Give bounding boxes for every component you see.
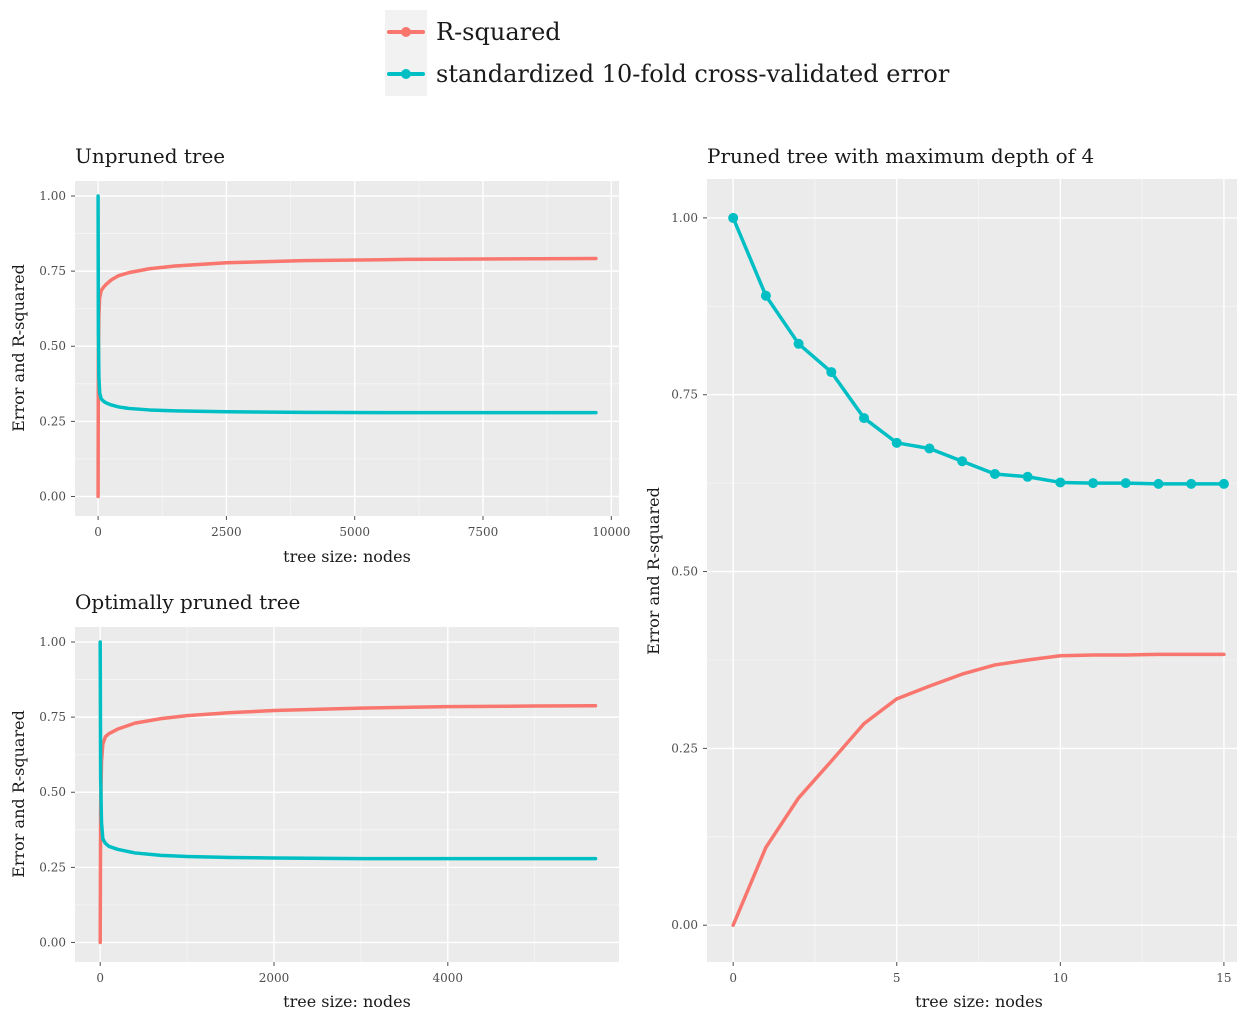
legend-entry-cv-error: standardized 10-fold cross-validated err… <box>387 60 950 88</box>
series-depth-4 <box>728 212 1229 927</box>
data-point-cv-error <box>989 468 1000 479</box>
panel-optimally-pruned-tree: Optimally pruned tree 0 2000 40000.000.250… <box>9 590 619 1009</box>
legend-label-r-squared: R-squared <box>436 18 561 46</box>
x-tick-label: 2500 <box>211 525 242 539</box>
y-tick-label: 0.00 <box>671 918 698 932</box>
data-point-cv-error <box>1088 478 1099 489</box>
y-tick-label: 0.25 <box>671 741 698 755</box>
x-tick-label: 4000 <box>433 971 464 985</box>
x-axis-title-optimally-pruned: tree size: nodes <box>283 992 411 1009</box>
series-line-cv-error <box>96 194 598 415</box>
y-axis-title-depth-4: Error and R-squared <box>644 487 663 655</box>
plot-background-optimally-pruned <box>75 627 619 962</box>
legend-key-dot-r-squared <box>401 27 411 37</box>
y-tick-label: 1.00 <box>39 635 66 649</box>
y-tick-label: 1.00 <box>39 189 66 203</box>
y-tick-label: 0.00 <box>39 489 66 503</box>
panel-depth-4-tree: Pruned tree with maximum depth of 4 0 5 10… <box>644 144 1237 1009</box>
y-tick-label: 0.25 <box>39 860 66 874</box>
y-tick-label: 0.50 <box>39 339 66 353</box>
legend-label-cv-error: standardized 10-fold cross-validated err… <box>436 60 950 88</box>
data-point-cv-error <box>957 456 968 467</box>
legend: R-squared standardized 10-fold cross-val… <box>385 10 950 96</box>
x-tick-label: 0 <box>94 525 102 539</box>
data-point-cv-error <box>859 413 870 424</box>
ticks-depth-4: 0 5 10 15 0.00 0.25 0.50 0.75 1.00 <box>671 211 1231 985</box>
y-tick-label: 0.50 <box>39 785 66 799</box>
data-point-cv-error <box>1153 478 1164 489</box>
data-point-cv-error <box>1186 478 1197 489</box>
series-line-cv-error <box>98 640 598 861</box>
data-point-cv-error <box>924 443 935 454</box>
y-tick-label: 1.00 <box>671 211 698 225</box>
x-tick-label: 5000 <box>339 525 370 539</box>
data-point-cv-error <box>1022 471 1033 482</box>
y-tick-label: 0.25 <box>39 414 66 428</box>
x-tick-label: 2000 <box>259 971 290 985</box>
legend-entry-r-squared: R-squared <box>387 18 561 46</box>
legend-key-background <box>385 10 427 96</box>
plot-background-unpruned <box>75 181 619 516</box>
legend-key-dot-cv-error <box>401 69 411 79</box>
x-tick-label: 7500 <box>468 525 499 539</box>
series-unpruned <box>96 194 598 499</box>
x-tick-label: 0 <box>96 971 104 985</box>
gridlines-unpruned <box>75 181 619 516</box>
panel-title-optimally-pruned: Optimally pruned tree <box>75 590 300 614</box>
series-line-r-squared <box>731 652 1226 927</box>
data-point-cv-error <box>793 338 804 349</box>
y-tick-label: 0.75 <box>39 710 66 724</box>
panel-title-depth-4: Pruned tree with maximum depth of 4 <box>707 144 1094 168</box>
data-point-cv-error <box>826 367 837 378</box>
data-point-cv-error <box>760 290 771 301</box>
x-tick-label: 10000 <box>592 525 630 539</box>
y-tick-label: 0.75 <box>671 388 698 402</box>
series-line-cv-error <box>731 216 1226 486</box>
data-point-cv-error <box>728 212 739 223</box>
y-tick-label: 0.00 <box>39 935 66 949</box>
x-tick-label: 10 <box>1053 971 1068 985</box>
panel-title-unpruned: Unpruned tree <box>75 144 225 168</box>
plot-background-depth-4 <box>707 179 1237 962</box>
ticks-optimally-pruned: 0 2000 4000 0.00 0.25 0.50 0.75 1.00 <box>39 635 463 985</box>
y-tick-label: 0.75 <box>39 264 66 278</box>
x-axis-title-unpruned: tree size: nodes <box>283 547 411 566</box>
x-tick-label: 0 <box>729 971 737 985</box>
x-tick-label: 15 <box>1216 971 1231 985</box>
ticks-unpruned: 0 2500 5000 7500 10000 0.00 0.25 0.50 0.75 1.00 <box>39 189 630 539</box>
data-point-cv-error <box>891 437 902 448</box>
data-point-cv-error <box>1055 477 1066 488</box>
data-point-cv-error <box>1218 478 1229 489</box>
x-axis-title-depth-4: tree size: nodes <box>915 992 1043 1009</box>
y-tick-label: 0.50 <box>671 565 698 579</box>
data-point-cv-error <box>1120 478 1131 489</box>
y-axis-title-optimally-pruned: Error and R-squared <box>9 710 28 878</box>
y-axis-title-unpruned: Error and R-squared <box>9 264 28 432</box>
series-optimally-pruned <box>98 640 598 945</box>
panel-unpruned-tree: Unpruned tree 0 2500 5000 7500 10000 0.00 0.25… <box>9 144 630 566</box>
x-tick-label: 5 <box>893 971 901 985</box>
